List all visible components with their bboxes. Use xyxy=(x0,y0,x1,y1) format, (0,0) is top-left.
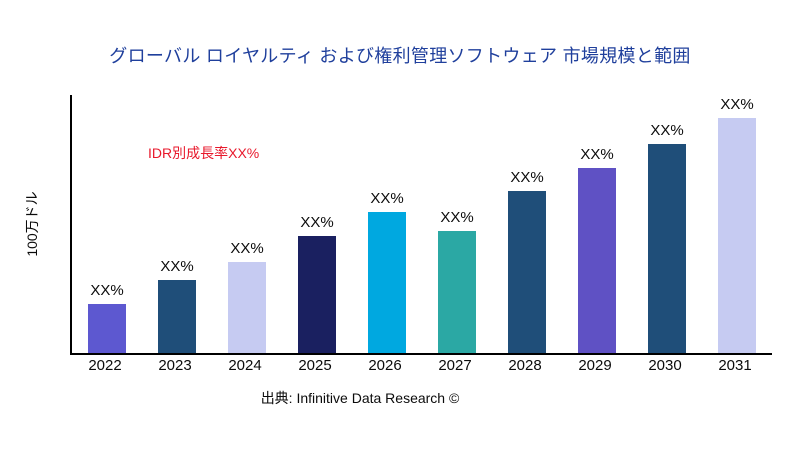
x-tick-label-2024: 2024 xyxy=(228,357,262,374)
bar-value-label: XX% xyxy=(370,190,404,207)
bar-2030 xyxy=(648,144,686,353)
bar-2031 xyxy=(718,118,756,353)
bar-2025 xyxy=(298,236,336,353)
x-tick-label-2028: 2028 xyxy=(508,357,542,374)
bar-column-2027: XX% xyxy=(422,209,492,353)
plot-area: XX% XX% XX% XX% XX% XX% XX% XX% XX% XX% xyxy=(70,95,772,355)
bar-column-2028: XX% xyxy=(492,169,562,353)
bar-column-2022: XX% xyxy=(72,282,142,353)
bar-value-label: XX% xyxy=(440,209,474,226)
bars: XX% XX% XX% XX% XX% XX% XX% XX% XX% XX% xyxy=(72,95,772,353)
bar-column-2030: XX% xyxy=(632,122,702,353)
bar-2026 xyxy=(368,212,406,353)
x-tick-label-2026: 2026 xyxy=(368,357,402,374)
bar-column-2024: XX% xyxy=(212,240,282,353)
bar-column-2023: XX% xyxy=(142,258,212,353)
bar-value-label: XX% xyxy=(510,169,544,186)
bar-value-label: XX% xyxy=(90,282,124,299)
x-tick-label-2027: 2027 xyxy=(438,357,472,374)
bar-column-2029: XX% xyxy=(562,146,632,353)
bar-value-label: XX% xyxy=(230,240,264,257)
y-axis-label: 100万ドル xyxy=(24,191,40,257)
x-tick-label-2023: 2023 xyxy=(158,357,192,374)
bar-value-label: XX% xyxy=(580,146,614,163)
x-tick-label-2025: 2025 xyxy=(298,357,332,374)
source-text: 出典: Infinitive Data Research © xyxy=(260,390,460,406)
bar-2024 xyxy=(228,262,266,353)
bar-2029 xyxy=(578,168,616,353)
bar-value-label: XX% xyxy=(650,122,684,139)
bar-column-2025: XX% xyxy=(282,214,352,353)
bar-2023 xyxy=(158,280,196,353)
bar-column-2026: XX% xyxy=(352,190,422,353)
x-tick-label-2029: 2029 xyxy=(578,357,612,374)
bar-column-2031: XX% xyxy=(702,96,772,353)
growth-rate-annotation: IDR別成長率XX% xyxy=(148,145,260,161)
bar-2022 xyxy=(88,304,126,353)
bar-2027 xyxy=(438,231,476,353)
x-tick-label-2030: 2030 xyxy=(648,357,682,374)
x-tick-label-2031: 2031 xyxy=(718,357,752,374)
bar-value-label: XX% xyxy=(720,96,754,113)
bar-value-label: XX% xyxy=(160,258,194,275)
x-tick-label-2022: 2022 xyxy=(88,357,122,374)
chart-title: グローバル ロイヤルティ および権利管理ソフトウェア 市場規模と範囲 xyxy=(109,46,691,66)
bar-value-label: XX% xyxy=(300,214,334,231)
x-ticks: 2022 2023 2024 2025 2026 2027 2028 2029 2030 2031 xyxy=(70,357,770,374)
bar-2028 xyxy=(508,191,546,353)
